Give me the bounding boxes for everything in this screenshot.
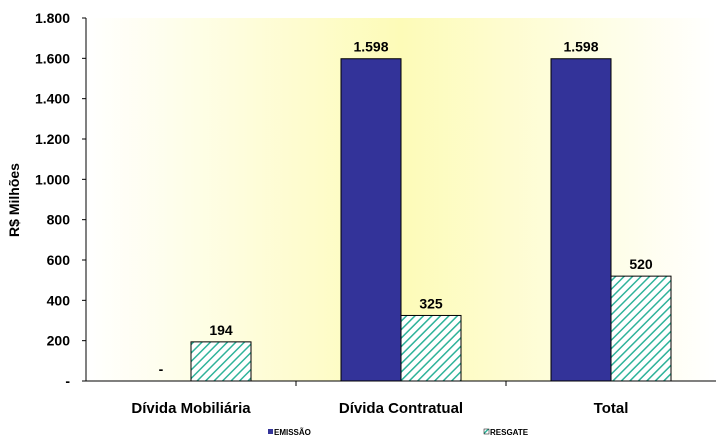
bar-resgate	[610, 275, 672, 382]
y-axis: - 200 400 600 800 1.000 1.200 1.400 1.600 1.800	[35, 10, 87, 389]
bar-resgate	[190, 341, 252, 382]
y-tick-label: 200	[47, 333, 71, 349]
data-label: 520	[629, 256, 653, 272]
y-tick-label: 800	[47, 212, 71, 228]
bar-resgate	[400, 314, 462, 382]
bar-emissao	[340, 58, 402, 382]
y-tick-label: 600	[47, 252, 71, 268]
data-label: 325	[419, 295, 443, 311]
bars: - 194 1.598 325 1.598 520	[159, 39, 672, 382]
bar-emissao	[550, 58, 612, 382]
y-tick-label: 1.400	[35, 91, 70, 107]
x-category-label: Dívida Contratual	[339, 400, 463, 417]
data-label: 194	[209, 322, 233, 338]
data-label: -	[159, 361, 164, 377]
x-category-label: Total	[594, 400, 629, 417]
x-category-label: Dívida Mobiliária	[131, 400, 251, 417]
data-label: 1.598	[353, 39, 388, 55]
y-tick-label: 1.800	[35, 10, 70, 26]
legend-swatch-emissao	[268, 429, 273, 434]
data-label: 1.598	[563, 39, 598, 55]
y-tick-label: 1.000	[35, 171, 70, 187]
legend-swatch-resgate	[483, 428, 490, 435]
y-axis-label: R$ Milhões	[6, 163, 22, 237]
legend-label-emissao: EMISSÃO	[274, 428, 311, 437]
x-axis: Dívida Mobiliária Dívida Contratual Total	[86, 380, 716, 417]
y-tick-label: 400	[47, 292, 71, 308]
legend-label-resgate: RESGATE	[490, 428, 529, 437]
y-tick-label: -	[65, 373, 70, 389]
legend: EMISSÃO RESGATE	[268, 428, 529, 437]
y-tick-label: 1.200	[35, 131, 70, 147]
y-tick-label: 1.600	[35, 50, 70, 66]
